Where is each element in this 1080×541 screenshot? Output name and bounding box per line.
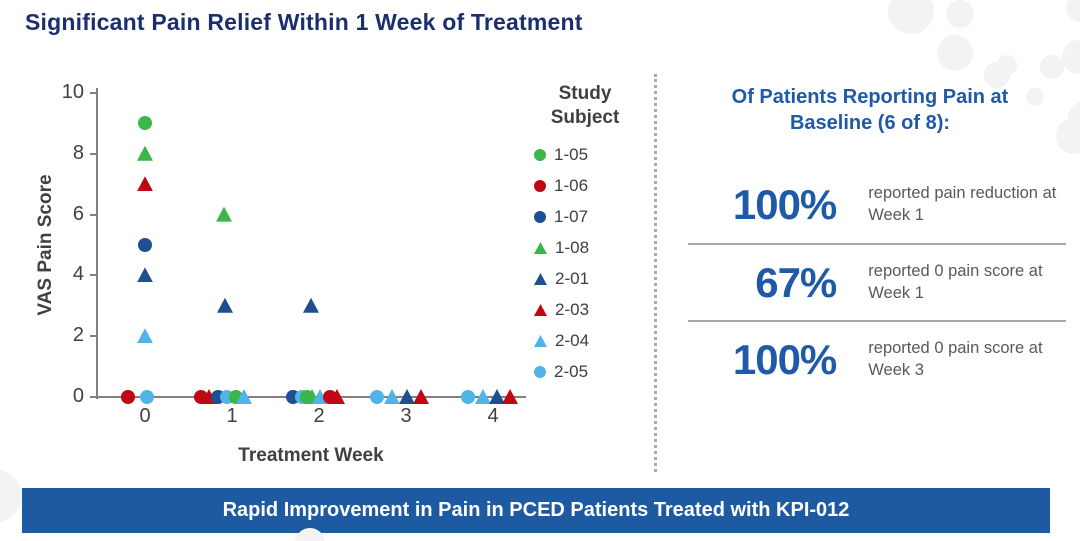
triangle-marker-icon	[534, 304, 547, 316]
legend-item-2-05: 2-05	[534, 357, 646, 388]
data-point-1-06	[121, 390, 135, 404]
legend-item-1-07: 1-07	[534, 202, 646, 233]
decorative-dot	[0, 470, 22, 522]
legend-label: 1-08	[555, 238, 590, 257]
decorative-dot	[888, 0, 934, 34]
legend-item-1-08: 1-08	[534, 233, 646, 264]
decorative-dot	[1066, 0, 1080, 22]
y-tick	[90, 213, 96, 216]
triangle-marker-icon	[534, 242, 547, 254]
stat-description: reported 0 pain score at Week 1	[868, 262, 1043, 302]
x-tick-label: 1	[226, 405, 238, 427]
y-tick-label: 8	[72, 141, 84, 164]
stat-row-1: 100% reported pain reduction at Week 1	[688, 166, 1066, 243]
legend-label: 1-06	[554, 176, 589, 195]
y-tick-label: 4	[72, 263, 84, 286]
circle-marker-icon	[534, 180, 546, 192]
dotted-divider	[654, 74, 657, 472]
decorative-dot	[1040, 55, 1064, 79]
data-point-2-01	[303, 297, 319, 313]
legend-label: 2-05	[554, 362, 589, 381]
y-tick-label: 2	[72, 324, 84, 347]
data-point-2-05	[461, 390, 475, 404]
data-point-2-01	[217, 297, 233, 313]
y-tick-label: 6	[72, 202, 84, 225]
legend-title: Study Subject	[550, 83, 620, 128]
decorative-dot	[946, 0, 974, 28]
decorative-dot	[1062, 40, 1080, 74]
right-panel-heading: Of Patients Reporting Pain at Baseline (…	[731, 86, 1009, 134]
y-tick	[90, 92, 96, 94]
stat-row-3: 100% reported 0 pain score at Week 3	[688, 320, 1066, 397]
data-point-2-05	[370, 390, 384, 404]
legend-item-2-01: 2-01	[534, 264, 646, 295]
x-tick-label: 0	[139, 405, 151, 427]
stat-description: reported 0 pain score at Week 3	[868, 339, 1043, 379]
y-tick	[90, 335, 96, 338]
x-tick-label: 4	[487, 405, 499, 427]
stat-row-2: 67% reported 0 pain score at Week 1	[688, 243, 1066, 320]
data-point-2-01	[137, 267, 153, 283]
stats-panel: 100% reported pain reduction at Week 1 67%…	[688, 166, 1066, 397]
legend-label: 1-05	[554, 145, 589, 164]
y-axis	[96, 88, 98, 399]
chart-legend: Study Subject 1-05 1-06 1-07 1-08 2-01 2-03 2-…	[524, 82, 646, 388]
y-tick	[90, 274, 96, 277]
stat-value: 100%	[732, 335, 837, 383]
circle-marker-icon	[534, 149, 546, 161]
data-point-1-08	[137, 145, 153, 161]
data-point-1-07	[138, 238, 152, 252]
legend-label: 2-03	[555, 300, 590, 319]
legend-items: 1-05 1-06 1-07 1-08 2-01 2-03 2-04 2-05	[524, 140, 646, 388]
stat-description: reported pain reduction at Week 1	[868, 184, 1057, 224]
legend-item-1-05: 1-05	[534, 140, 646, 171]
decorative-dot	[984, 62, 1010, 88]
takeaway-banner: Rapid Improvement in Pain in PCED Patien…	[22, 488, 1050, 533]
legend-item-2-03: 2-03	[534, 295, 646, 326]
data-point-2-03	[137, 176, 153, 192]
legend-item-1-06: 1-06	[534, 171, 646, 202]
stat-value: 67%	[755, 258, 837, 306]
data-point-1-05	[138, 116, 152, 131]
data-point-2-04	[137, 328, 153, 344]
y-tick-label: 0	[72, 385, 84, 407]
legend-label: 2-01	[555, 269, 590, 288]
triangle-marker-icon	[534, 273, 547, 285]
legend-label: 2-04	[555, 331, 590, 350]
y-tick	[90, 152, 96, 155]
decorative-dot	[295, 528, 325, 541]
legend-label: 1-07	[554, 207, 589, 226]
data-point-1-08	[216, 206, 232, 222]
circle-marker-icon	[534, 211, 546, 223]
stat-value: 100%	[732, 180, 837, 228]
decorative-dot	[1026, 88, 1044, 106]
legend-item-2-04: 2-04	[534, 326, 646, 357]
circle-marker-icon	[534, 366, 546, 378]
slide-title: Significant Pain Relief Within 1 Week of…	[25, 9, 583, 35]
y-tick-label: 10	[61, 81, 84, 103]
data-point-2-05	[140, 390, 154, 404]
triangle-marker-icon	[534, 335, 547, 347]
decorative-dot	[937, 35, 973, 71]
decorative-dot	[1056, 118, 1080, 154]
y-axis-label: VAS Pain Score	[35, 174, 56, 316]
x-tick-label: 2	[313, 405, 325, 427]
y-tick	[90, 396, 96, 398]
x-axis-label: Treatment Week	[238, 445, 384, 466]
x-tick-label: 3	[400, 405, 412, 427]
